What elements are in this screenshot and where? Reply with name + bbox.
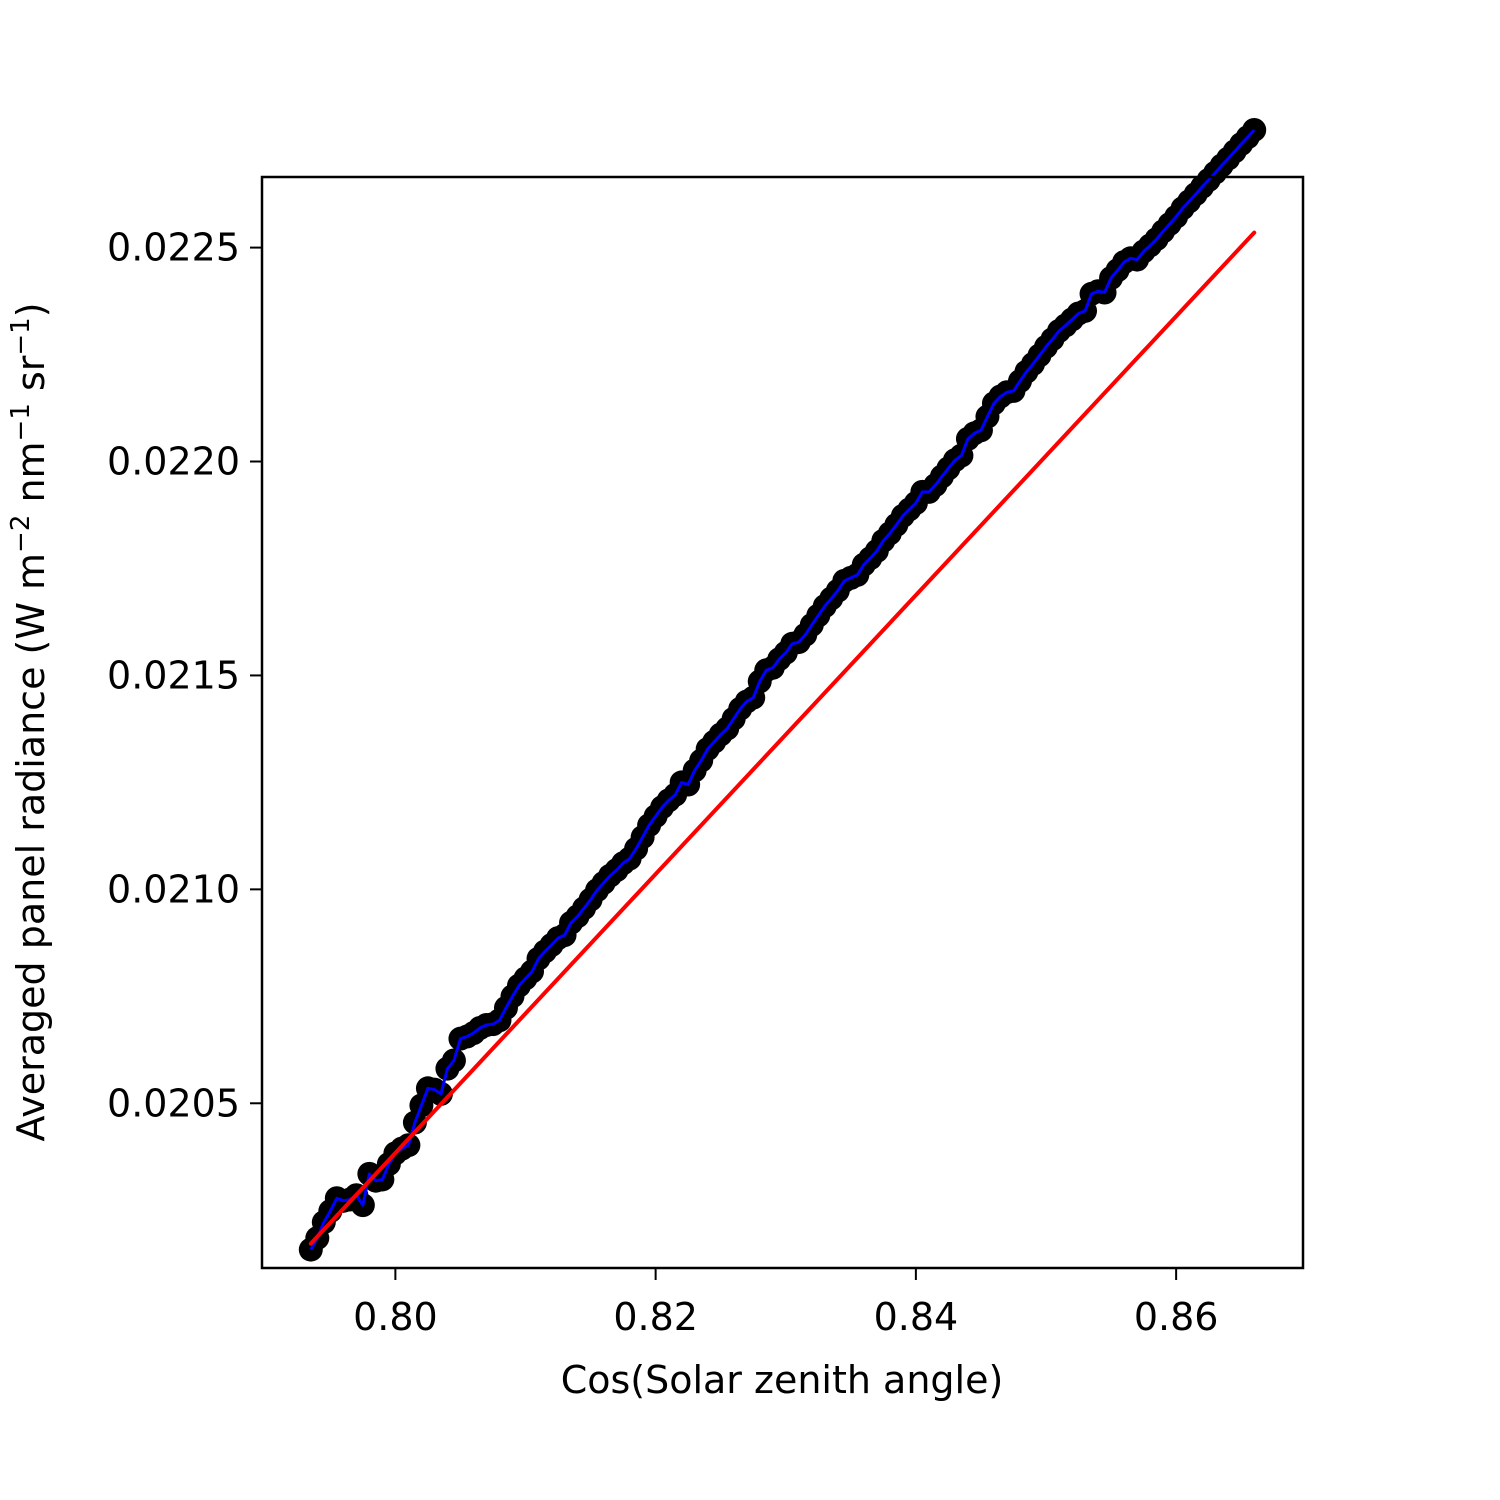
y-tick-label: 0.0215 <box>107 653 240 697</box>
x-tick-label: 0.80 <box>353 1295 438 1339</box>
ticks: 0.80 0.82 0.84 0.86 0.0205 0.0210 0.0215 0.0220… <box>107 226 1218 1339</box>
y-tick-label: 0.0225 <box>107 226 240 270</box>
y-tick-label: 0.0210 <box>107 867 240 911</box>
x-axis-label: Cos(Solar zenith angle) <box>561 1358 1004 1402</box>
x-tick-label: 0.82 <box>613 1295 698 1339</box>
data-line <box>309 128 1256 1251</box>
x-tick-label: 0.84 <box>874 1295 959 1339</box>
y-tick-label: 0.0205 <box>107 1081 240 1125</box>
fit-line <box>308 230 1257 1246</box>
plot-area <box>298 117 1267 1262</box>
y-axis-label: Averaged panel radiance (W m−2 nm−1 sr−1… <box>6 302 53 1141</box>
axes-frame <box>260 175 1305 1270</box>
x-tick-label: 0.86 <box>1134 1295 1219 1339</box>
y-tick-label: 0.0220 <box>107 440 240 484</box>
